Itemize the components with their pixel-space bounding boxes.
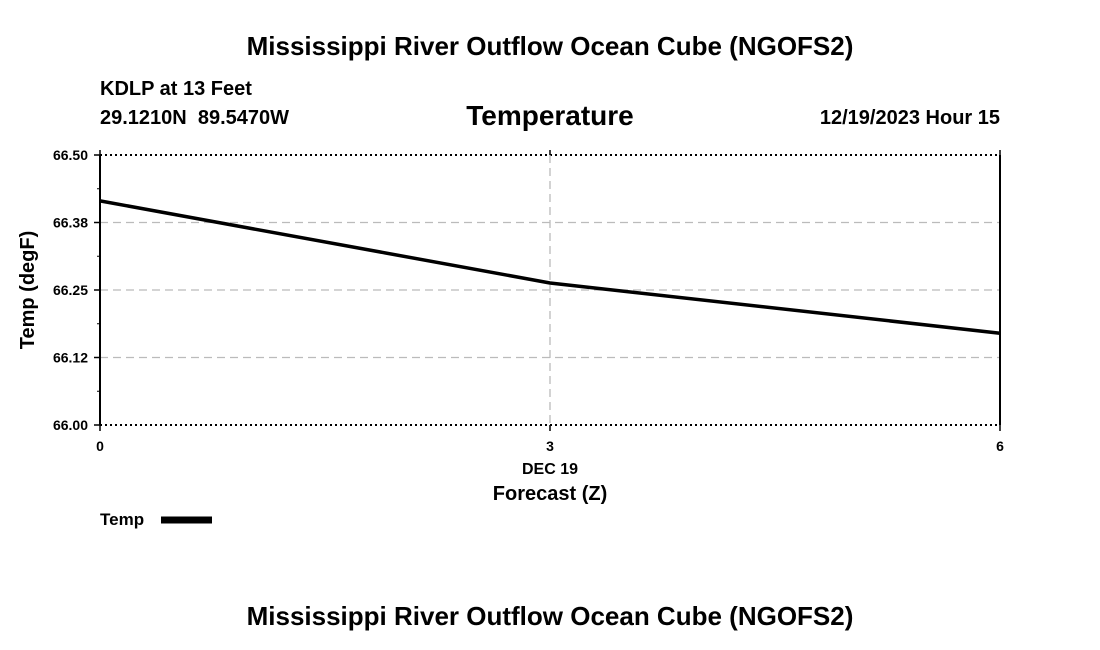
bottom-title: Mississippi River Outflow Ocean Cube (NG… <box>247 601 854 631</box>
x-tick-label: 6 <box>996 438 1004 454</box>
x-axis-title: Forecast (Z) <box>493 483 607 505</box>
legend-label: Temp <box>100 510 144 529</box>
y-tick-label: 66.00 <box>53 417 88 433</box>
y-tick-label: 66.38 <box>53 215 88 231</box>
y-axis-title: Temp (degF) <box>17 231 39 350</box>
y-tick-label: 66.12 <box>53 350 88 366</box>
panel-title: Temperature <box>466 100 634 131</box>
station-label: KDLP at 13 Feet <box>100 78 252 100</box>
x-tick-label: 3 <box>546 438 554 454</box>
x-tick-labels: 0 3 6 <box>96 438 1004 454</box>
chart-title: Mississippi River Outflow Ocean Cube (NG… <box>247 31 854 61</box>
grid <box>100 154 1000 426</box>
x-axis-date-label: DEC 19 <box>522 461 578 478</box>
x-tick-label: 0 <box>96 438 104 454</box>
coordinates-label: 29.1210N 89.5470W <box>100 107 289 129</box>
datetime-label: 12/19/2023 Hour 15 <box>820 107 1000 129</box>
y-tick-labels: 66.00 66.12 66.25 66.38 66.50 <box>53 147 88 433</box>
y-tick-label: 66.50 <box>53 147 88 163</box>
y-tick-label: 66.25 <box>53 282 88 298</box>
